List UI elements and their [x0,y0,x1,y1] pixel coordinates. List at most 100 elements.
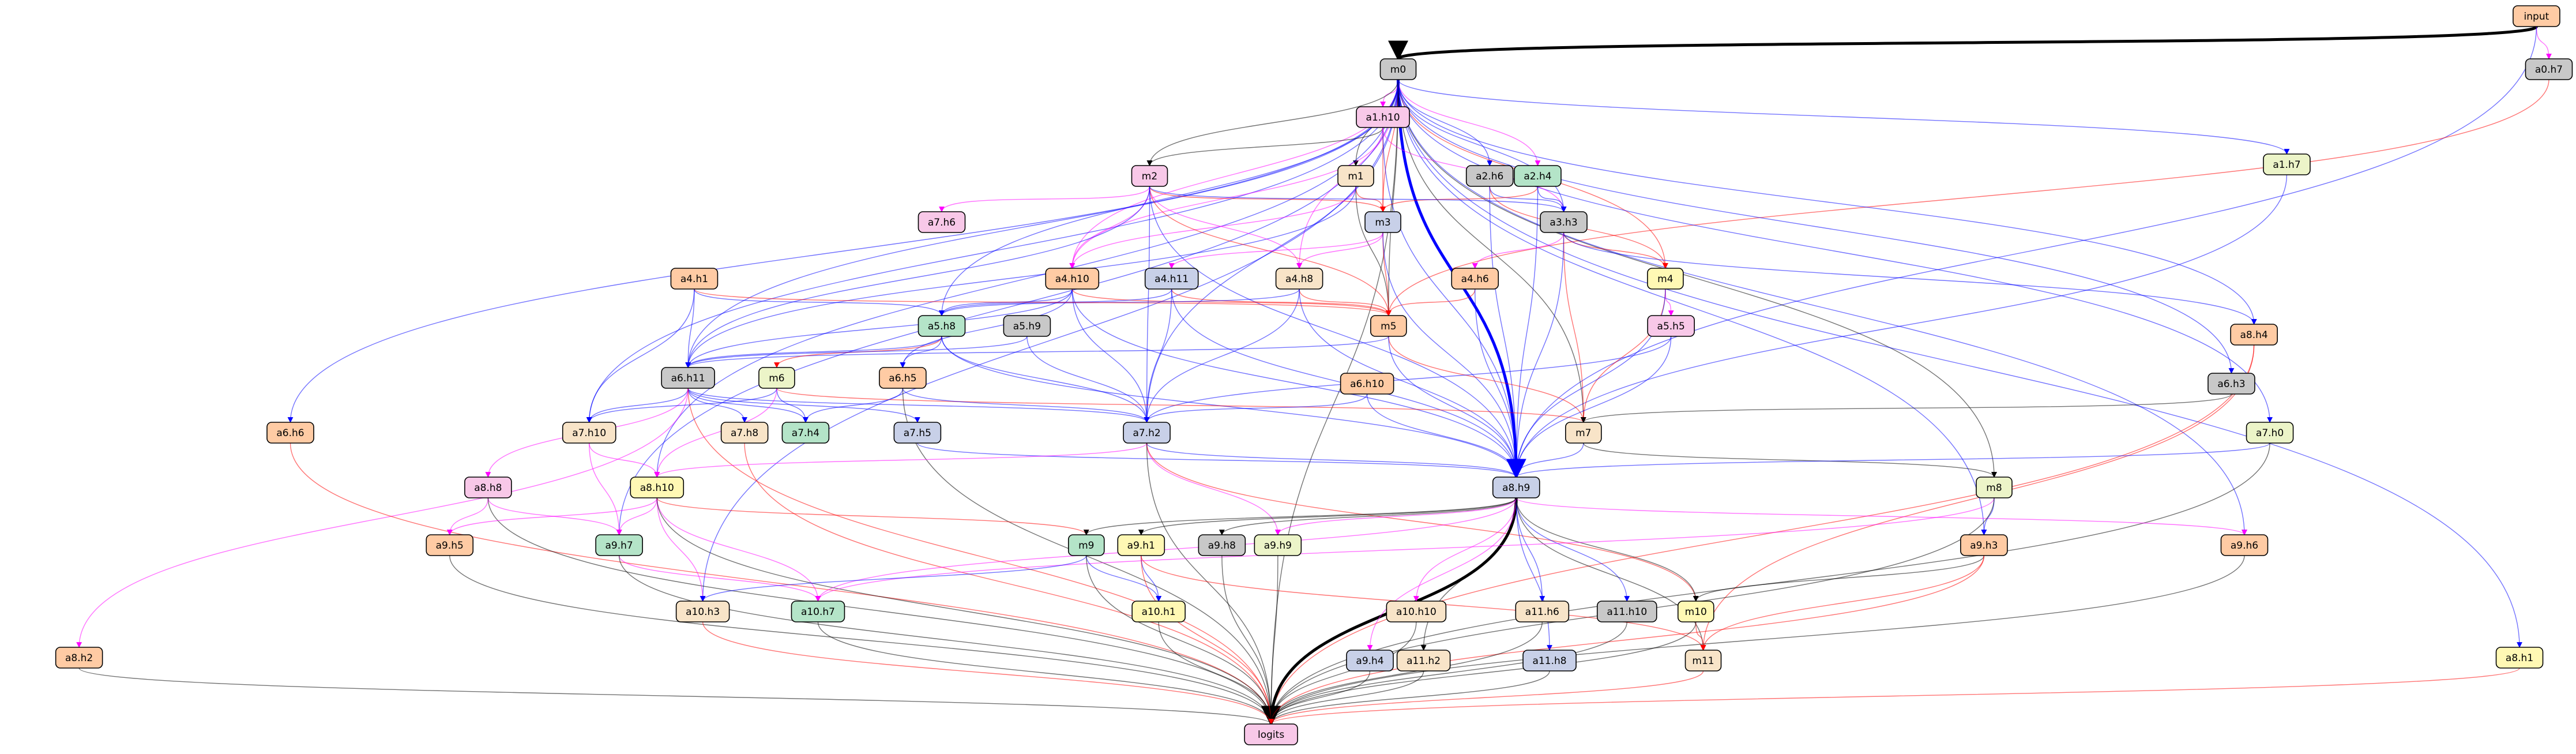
node-a3-h3[interactable]: a3.h3 [1540,211,1588,233]
node-a5-h8[interactable]: a5.h8 [917,315,966,337]
node-box[interactable] [2495,647,2544,669]
node-box[interactable] [1596,601,1657,622]
node-box[interactable] [595,534,643,556]
node-a7-h4[interactable]: a7.h4 [781,422,830,444]
node-a7-h10[interactable]: a7.h10 [562,422,616,444]
node-m2[interactable]: m2 [1131,165,1168,187]
node-a7-h5[interactable]: a7.h5 [893,422,942,444]
node-m6[interactable]: m6 [758,367,795,389]
node-a0-h7[interactable]: a0.h7 [2525,58,2573,80]
node-box[interactable] [562,422,616,444]
node-a9-h3[interactable]: a9.h3 [1960,534,2008,556]
node-box[interactable] [661,367,715,389]
node-box[interactable] [55,647,103,669]
node-box[interactable] [1356,106,1410,128]
node-box[interactable] [758,367,795,389]
node-box[interactable] [2263,153,2311,175]
node-a6-h10[interactable]: a6.h10 [1340,373,1394,395]
node-a7-h0[interactable]: a7.h0 [2246,422,2294,444]
node-a2-h6[interactable]: a2.h6 [1465,165,1514,187]
node-m1[interactable]: m1 [1337,165,1374,187]
node-box[interactable] [2246,422,2294,444]
node-box[interactable] [1123,422,1171,444]
node-box[interactable] [2208,373,2255,395]
node-box[interactable] [1045,268,1100,290]
node-box[interactable] [1144,268,1199,290]
node-a1-h10[interactable]: a1.h10 [1356,106,1410,128]
node-a11-h6[interactable]: a11.h6 [1515,601,1570,622]
node-box[interactable] [1540,211,1588,233]
node-a11-h10[interactable]: a11.h10 [1596,601,1657,622]
node-box[interactable] [2513,5,2560,27]
node-a6-h5[interactable]: a6.h5 [879,367,927,389]
node-box[interactable] [464,477,512,498]
node-a9-h5[interactable]: a9.h5 [426,534,474,556]
node-a2-h4[interactable]: a2.h4 [1514,165,1562,187]
node-a10-h10[interactable]: a10.h10 [1386,601,1447,622]
node-box[interactable] [879,367,927,389]
node-box[interactable] [675,601,730,622]
node-a8-h8[interactable]: a8.h8 [464,477,512,498]
node-box[interactable] [1386,601,1447,622]
node-m11[interactable]: m11 [1684,650,1722,672]
node-box[interactable] [1254,534,1302,556]
node-m7[interactable]: m7 [1565,422,1602,444]
node-a7-h6[interactable]: a7.h6 [917,211,966,233]
node-box[interactable] [1198,534,1246,556]
node-box[interactable] [893,422,942,444]
node-box[interactable] [630,477,685,498]
node-a9-h8[interactable]: a9.h8 [1198,534,1246,556]
node-a5-h9[interactable]: a5.h9 [1003,315,1051,337]
node-a4-h8[interactable]: a4.h8 [1275,268,1323,290]
node-a9-h6[interactable]: a9.h6 [2220,534,2269,556]
node-a11-h8[interactable]: a11.h8 [1522,650,1577,672]
node-box[interactable] [1244,723,1298,745]
node-a7-h2[interactable]: a7.h2 [1123,422,1171,444]
node-box[interactable] [2220,534,2269,556]
node-a6-h6[interactable]: a6.h6 [266,422,314,444]
node-box[interactable] [1340,373,1394,395]
node-a8-h1[interactable]: a8.h1 [2495,647,2544,669]
node-a8-h4[interactable]: a8.h4 [2230,324,2278,346]
node-box[interactable] [720,422,769,444]
node-box[interactable] [917,315,966,337]
node-a10-h1[interactable]: a10.h1 [1131,601,1186,622]
node-a4-h1[interactable]: a4.h1 [670,268,719,290]
node-box[interactable] [1117,534,1165,556]
node-m8[interactable]: m8 [1976,477,2013,498]
node-m3[interactable]: m3 [1364,211,1401,233]
node-a8-h10[interactable]: a8.h10 [630,477,685,498]
node-a8-h9[interactable]: a8.h9 [1492,477,1540,498]
node-box[interactable] [1337,165,1374,187]
node-box[interactable] [1067,534,1105,556]
node-box[interactable] [1131,601,1186,622]
node-a10-h7[interactable]: a10.h7 [791,601,845,622]
node-m0[interactable]: m0 [1379,58,1417,80]
node-m4[interactable]: m4 [1647,268,1684,290]
node-box[interactable] [1960,534,2008,556]
node-box[interactable] [1396,650,1451,672]
node-a4-h11[interactable]: a4.h11 [1144,268,1199,290]
node-a9-h9[interactable]: a9.h9 [1254,534,1302,556]
node-box[interactable] [1565,422,1602,444]
node-box[interactable] [1379,58,1417,80]
node-a9-h4[interactable]: a9.h4 [1346,650,1394,672]
node-box[interactable] [2230,324,2278,346]
node-a5-h5[interactable]: a5.h5 [1647,315,1695,337]
node-a7-h8[interactable]: a7.h8 [720,422,769,444]
node-box[interactable] [1492,477,1540,498]
node-box[interactable] [1976,477,2013,498]
node-box[interactable] [1451,268,1499,290]
node-box[interactable] [670,268,719,290]
node-a4-h6[interactable]: a4.h6 [1451,268,1499,290]
node-box[interactable] [1465,165,1514,187]
node-a6-h11[interactable]: a6.h11 [661,367,715,389]
node-box[interactable] [426,534,474,556]
node-box[interactable] [1003,315,1051,337]
node-box[interactable] [1515,601,1570,622]
node-box[interactable] [1522,650,1577,672]
node-m5[interactable]: m5 [1370,315,1407,337]
node-box[interactable] [1684,650,1722,672]
node-a1-h7[interactable]: a1.h7 [2263,153,2311,175]
node-box[interactable] [266,422,314,444]
